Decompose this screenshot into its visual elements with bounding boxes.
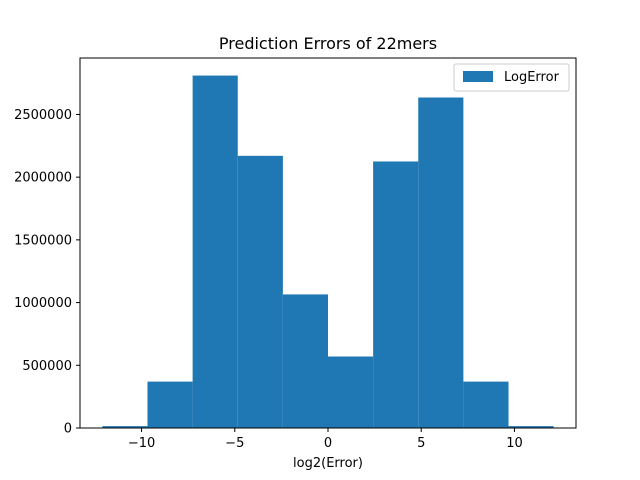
x-tick-label: −5 [225, 436, 244, 451]
plot-frame [79, 57, 577, 429]
histogram-bar-6 [373, 161, 419, 428]
legend-swatch [463, 71, 493, 82]
x-axis-ticks: −10 −5 0 5 10 [128, 428, 523, 451]
y-axis-ticks: 0 500000 1000000 1500000 2000000 2500000 [14, 108, 80, 437]
histogram-bar-3 [237, 155, 283, 428]
y-tick-label: 500000 [22, 359, 72, 374]
x-tick-label: 10 [506, 436, 523, 451]
histogram-bar-4 [282, 294, 328, 428]
x-axis-label: log2(Error) [293, 456, 363, 471]
legend-box [453, 63, 570, 92]
histogram-bar-8 [463, 381, 509, 428]
y-tick-label: 1500000 [14, 233, 72, 248]
histogram-bar-5 [328, 356, 374, 428]
y-tick-label: 1000000 [14, 296, 72, 311]
bars-group [102, 75, 554, 428]
histogram-bar-7 [418, 97, 464, 428]
histogram-bar-1 [147, 381, 193, 428]
histogram-bar-0 [102, 426, 148, 428]
y-tick-label: 2000000 [14, 171, 72, 186]
histogram-bar-2 [192, 75, 238, 428]
histogram-bar-9 [508, 426, 554, 428]
legend-label: LogError [504, 70, 560, 85]
chart-title: Prediction Errors of 22mers [219, 34, 437, 53]
legend: LogError [453, 63, 570, 92]
x-tick-label: 0 [324, 436, 332, 451]
x-tick-label: −10 [128, 436, 155, 451]
y-tick-label: 2500000 [14, 108, 72, 123]
x-tick-label: 5 [417, 436, 425, 451]
y-tick-label: 0 [64, 422, 72, 437]
